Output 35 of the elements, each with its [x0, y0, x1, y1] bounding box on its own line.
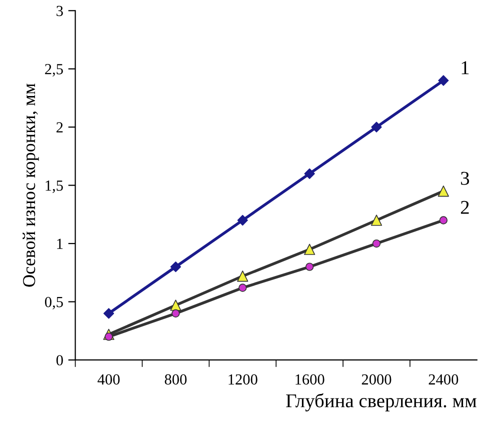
point	[170, 300, 182, 311]
point	[371, 122, 382, 132]
x-axis-title: Глубина сверления. мм	[286, 393, 476, 412]
x-tick-label: 1200	[228, 374, 258, 385]
point	[172, 309, 180, 318]
y-tick-label: 3	[56, 6, 63, 16]
series-label: 2	[460, 200, 469, 214]
x-tick-label: 800	[164, 374, 187, 385]
y-tick-label: 0	[56, 355, 63, 366]
point	[372, 239, 381, 248]
series-label: 1	[462, 61, 469, 74]
x-tick-label: 2400	[428, 374, 458, 385]
series-label: 3	[461, 172, 470, 185]
point	[237, 214, 248, 226]
point	[104, 332, 113, 341]
y-tick-label: 2,5	[45, 64, 63, 77]
point	[304, 168, 315, 179]
y-tick-label: 2	[56, 122, 63, 132]
y-tick-label: 0,5	[44, 296, 63, 310]
y-axis-title: Осевой износ коронки, мм	[22, 84, 39, 287]
point	[438, 75, 449, 86]
y-tick-label: 1	[57, 238, 63, 249]
point	[237, 270, 248, 282]
x-tick-label: 2000	[362, 374, 392, 385]
point	[238, 284, 247, 292]
point	[103, 308, 114, 319]
point	[305, 262, 314, 271]
y-tick-label: 1,5	[46, 180, 63, 193]
point	[370, 214, 382, 226]
x-tick-label: 400	[98, 374, 120, 385]
point	[170, 261, 182, 272]
point	[439, 216, 448, 224]
point	[438, 186, 450, 197]
point	[304, 244, 316, 255]
x-tick-label: 1600	[296, 374, 324, 385]
